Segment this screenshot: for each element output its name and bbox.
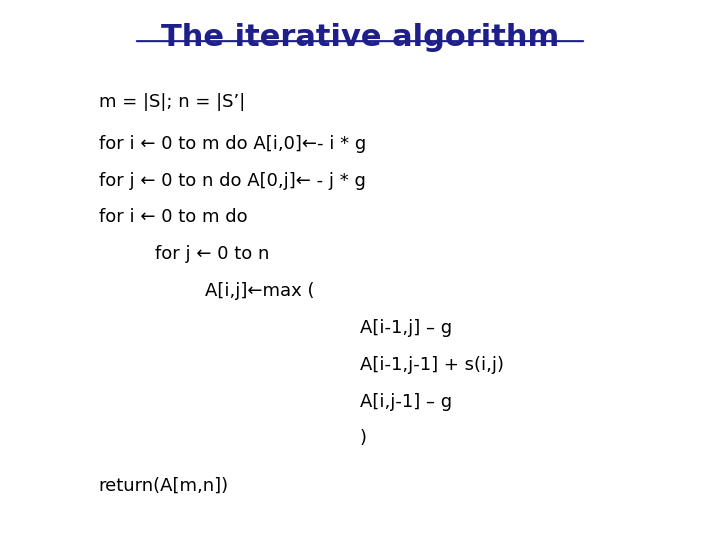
Text: The iterative algorithm: The iterative algorithm <box>161 23 559 52</box>
Text: m = |S|; n = |S’|: m = |S|; n = |S’| <box>99 93 245 111</box>
Text: for j ← 0 to n: for j ← 0 to n <box>156 245 269 263</box>
Text: return(A[m,n]): return(A[m,n]) <box>99 477 229 495</box>
Text: ): ) <box>360 429 367 447</box>
Text: A[i-1,j-1] + s(i,j): A[i-1,j-1] + s(i,j) <box>360 356 504 374</box>
Text: A[i,j]←max (: A[i,j]←max ( <box>204 282 314 300</box>
Text: for i ← 0 to m do A[i,0]←- i * g: for i ← 0 to m do A[i,0]←- i * g <box>99 135 366 153</box>
Text: for i ← 0 to m do: for i ← 0 to m do <box>99 208 248 226</box>
Text: A[i-1,j] – g: A[i-1,j] – g <box>360 319 452 337</box>
Text: for j ← 0 to n do A[0,j]← - j * g: for j ← 0 to n do A[0,j]← - j * g <box>99 172 366 190</box>
Text: A[i,j-1] – g: A[i,j-1] – g <box>360 393 452 410</box>
